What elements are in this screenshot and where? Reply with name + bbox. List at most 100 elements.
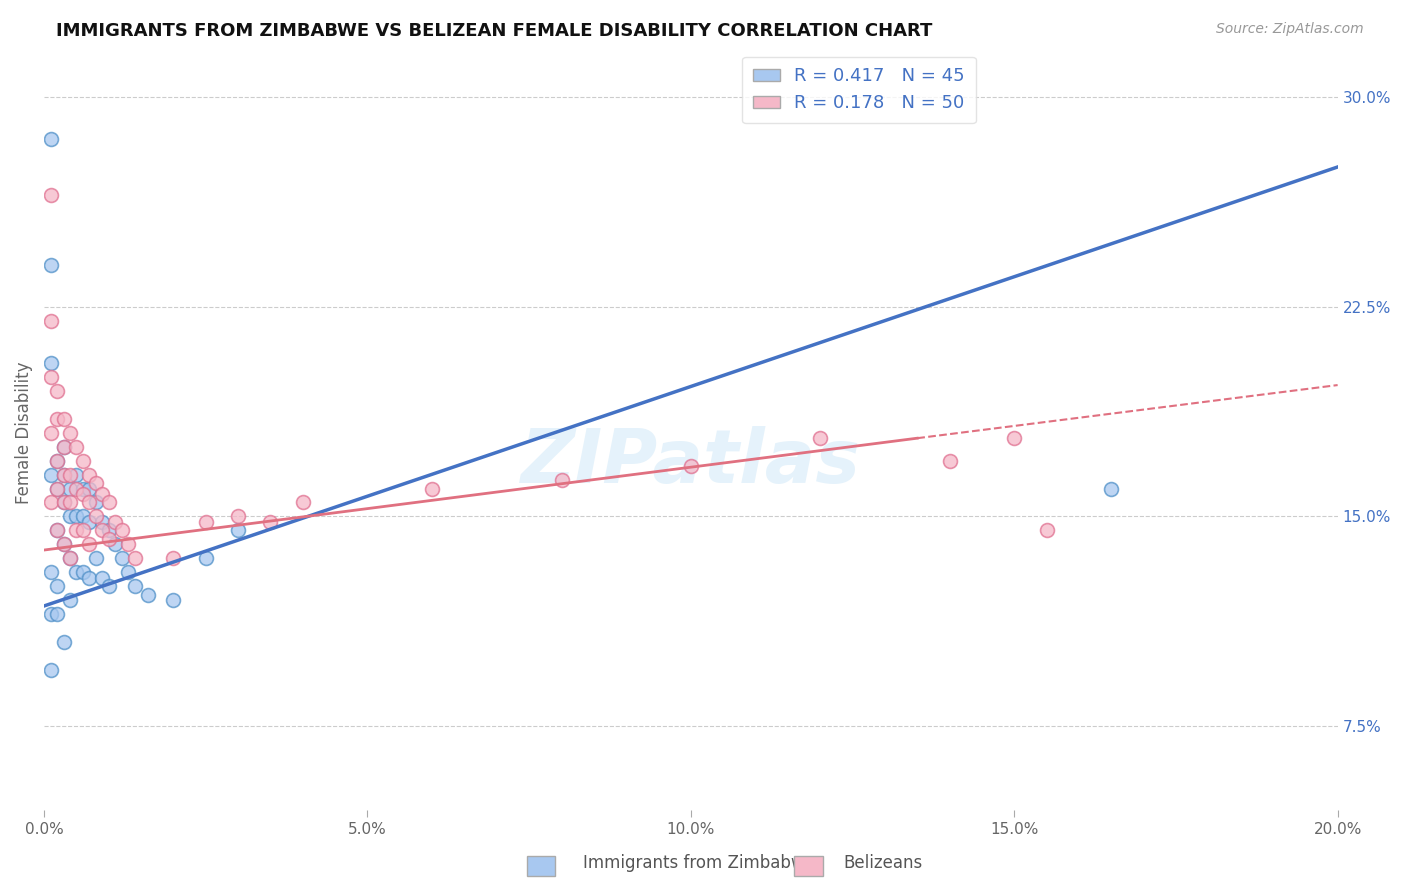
Point: [46, 607, 69, 622]
Point: [104, 537, 127, 551]
Point: [808, 431, 831, 445]
Point: [65, 467, 87, 482]
Point: [46, 524, 69, 538]
Point: [72, 487, 94, 501]
Point: [1035, 524, 1057, 538]
Point: [46, 453, 69, 467]
Point: [52, 467, 75, 482]
Point: [72, 509, 94, 524]
Point: [938, 453, 960, 467]
Point: [59, 495, 82, 509]
Point: [72, 482, 94, 496]
Point: [39, 369, 62, 384]
Point: [420, 482, 443, 496]
Point: [550, 473, 572, 487]
Text: Immigrants from Zimbabwe: Immigrants from Zimbabwe: [583, 855, 815, 872]
Point: [124, 579, 146, 593]
Point: [46, 411, 69, 425]
Point: [39, 258, 62, 272]
Point: [46, 453, 69, 467]
Point: [84, 551, 107, 566]
Point: [46, 482, 69, 496]
Point: [679, 459, 702, 474]
Point: [117, 566, 139, 580]
Point: [52, 411, 75, 425]
Point: [39, 663, 62, 677]
Point: [72, 524, 94, 538]
Text: Belizeans: Belizeans: [844, 855, 922, 872]
Point: [91, 571, 114, 585]
Point: [84, 509, 107, 524]
Point: [136, 588, 159, 602]
Point: [65, 524, 87, 538]
Point: [1002, 431, 1025, 445]
Point: [65, 482, 87, 496]
Point: [39, 188, 62, 202]
Point: [79, 482, 101, 496]
Point: [39, 467, 62, 482]
Point: [84, 495, 107, 509]
Point: [72, 566, 94, 580]
Point: [59, 593, 82, 607]
Point: [194, 515, 217, 529]
Point: [72, 453, 94, 467]
Point: [162, 593, 184, 607]
Point: [97, 532, 120, 546]
Point: [52, 537, 75, 551]
Point: [79, 571, 101, 585]
Point: [39, 607, 62, 622]
Y-axis label: Female Disability: Female Disability: [15, 361, 32, 504]
Point: [79, 495, 101, 509]
Point: [84, 475, 107, 490]
Point: [226, 524, 249, 538]
Point: [65, 566, 87, 580]
Point: [79, 467, 101, 482]
Point: [39, 566, 62, 580]
Point: [162, 551, 184, 566]
Text: IMMIGRANTS FROM ZIMBABWE VS BELIZEAN FEMALE DISABILITY CORRELATION CHART: IMMIGRANTS FROM ZIMBABWE VS BELIZEAN FEM…: [56, 22, 932, 40]
Point: [79, 515, 101, 529]
Point: [124, 551, 146, 566]
Point: [52, 537, 75, 551]
Point: [111, 524, 134, 538]
Point: [117, 537, 139, 551]
Point: [52, 467, 75, 482]
Point: [97, 524, 120, 538]
Point: [104, 515, 127, 529]
Point: [91, 487, 114, 501]
Legend: R = 0.417   N = 45, R = 0.178   N = 50: R = 0.417 N = 45, R = 0.178 N = 50: [742, 56, 976, 123]
Point: [97, 495, 120, 509]
Point: [59, 551, 82, 566]
Point: [226, 509, 249, 524]
Point: [291, 495, 314, 509]
Point: [52, 440, 75, 454]
Point: [59, 467, 82, 482]
Point: [52, 440, 75, 454]
Point: [91, 515, 114, 529]
Text: ZIPatlas: ZIPatlas: [520, 426, 860, 500]
Point: [59, 482, 82, 496]
Point: [111, 551, 134, 566]
Point: [65, 509, 87, 524]
Point: [46, 384, 69, 398]
Point: [65, 440, 87, 454]
Point: [39, 314, 62, 328]
Point: [59, 425, 82, 440]
Point: [46, 482, 69, 496]
Text: Source: ZipAtlas.com: Source: ZipAtlas.com: [1216, 22, 1364, 37]
Point: [52, 495, 75, 509]
Point: [91, 524, 114, 538]
Point: [79, 537, 101, 551]
Point: [39, 132, 62, 146]
Point: [1099, 482, 1122, 496]
Point: [39, 356, 62, 370]
Point: [46, 579, 69, 593]
Point: [59, 551, 82, 566]
Point: [46, 524, 69, 538]
Point: [194, 551, 217, 566]
Point: [97, 579, 120, 593]
Point: [52, 495, 75, 509]
Point: [39, 495, 62, 509]
Point: [52, 635, 75, 649]
Point: [259, 515, 281, 529]
